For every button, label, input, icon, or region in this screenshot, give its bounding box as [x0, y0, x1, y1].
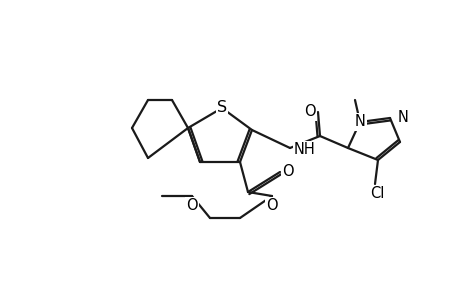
Text: N: N	[354, 115, 364, 130]
Text: NH: NH	[293, 142, 315, 158]
Text: O: O	[186, 199, 197, 214]
Text: S: S	[217, 100, 227, 116]
Text: O: O	[281, 164, 293, 179]
Text: N: N	[397, 110, 408, 125]
Text: O: O	[266, 199, 277, 214]
Text: O: O	[303, 104, 315, 119]
Text: Cl: Cl	[369, 187, 383, 202]
